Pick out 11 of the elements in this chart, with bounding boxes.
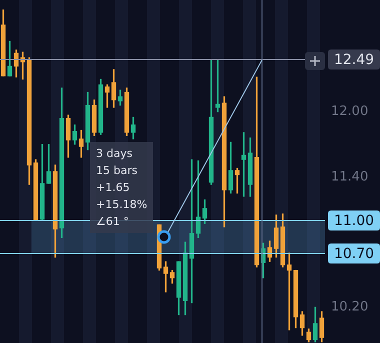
ref-line-label: 12.49: [334, 52, 374, 68]
annotation: 15 bars: [96, 163, 138, 179]
annotation: 3 days: [96, 146, 134, 162]
ref-line-label: 10.70: [334, 246, 374, 262]
annotation: +1.65: [96, 180, 131, 196]
y-tick-label: 11.40: [331, 169, 368, 184]
y-tick-label: 12.00: [331, 104, 368, 120]
y-tick-label: 10.20: [331, 300, 368, 315]
annotation: ∠61 °: [96, 214, 130, 230]
ref-line-label: 11.00: [334, 213, 374, 230]
annotation: +15.18%: [96, 197, 148, 213]
